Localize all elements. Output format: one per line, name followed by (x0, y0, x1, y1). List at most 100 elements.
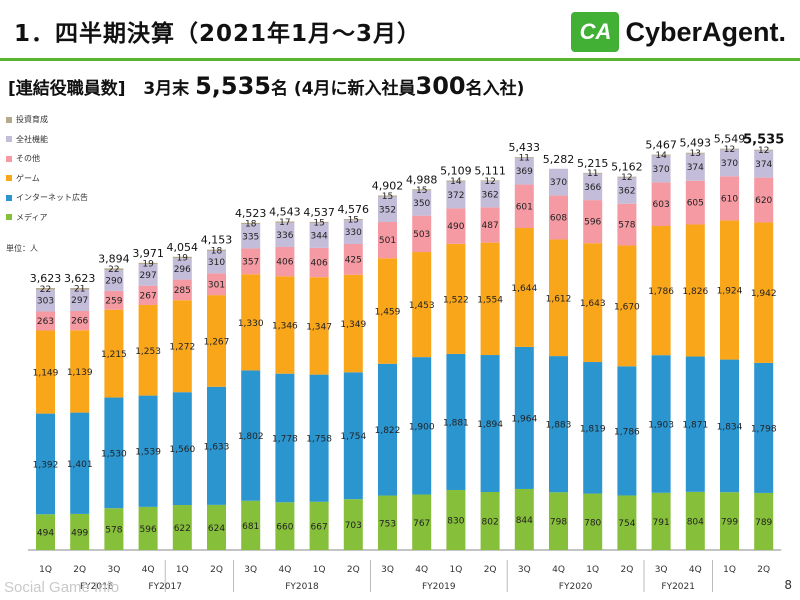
bar-segment (378, 222, 397, 259)
bar-segment (754, 150, 774, 178)
legend-item: その他 (6, 149, 88, 169)
bar-segment (378, 363, 397, 496)
data-label: 804 (687, 517, 704, 527)
legend-item: メディア (6, 208, 88, 228)
bar-segment (446, 489, 466, 550)
bar-segment (685, 491, 705, 550)
data-label: 601 (516, 202, 533, 212)
total-label: 4,523 (235, 207, 267, 220)
data-label: 11 (587, 169, 598, 179)
data-label: 780 (584, 518, 601, 528)
bar-segment (446, 353, 466, 490)
fiscal-year-label: FY2017 (148, 582, 182, 592)
data-label: 12 (724, 145, 735, 155)
bar-segment (36, 330, 55, 414)
data-label: 1,802 (238, 432, 264, 442)
x-tick-label: 3Q (244, 565, 257, 575)
data-label: 1,924 (717, 287, 743, 297)
data-label: 19 (142, 259, 154, 269)
bar-segment (617, 245, 637, 367)
data-label: 15 (382, 192, 393, 202)
chart-legend: 投資育成 全社機能 その他 ゲーム インターネット広告 メディア (6, 110, 88, 227)
x-tick-label: 3Q (518, 565, 531, 575)
fiscal-year-label: FY2018 (285, 582, 319, 592)
x-tick-label: 4Q (552, 565, 565, 575)
data-label: 336 (276, 231, 293, 241)
data-label: 1,554 (477, 295, 503, 305)
bar-segment (70, 289, 90, 311)
bar-segment (241, 248, 261, 275)
bar-segment (378, 495, 397, 550)
data-label: 266 (71, 317, 88, 327)
data-label: 1,267 (204, 337, 230, 347)
bar-segment (514, 228, 534, 347)
bar-segment (172, 279, 192, 301)
total-label: 3,971 (132, 247, 164, 260)
bar-segment (583, 172, 603, 174)
data-label: 350 (413, 199, 430, 209)
bar-segment (70, 412, 90, 514)
data-label: 14 (450, 177, 462, 187)
page-title: 1．四半期決算（2021年1月～3月） (14, 21, 422, 47)
bar-segment (343, 372, 363, 500)
bar-segment (138, 304, 158, 396)
data-label: 605 (687, 199, 704, 209)
bar-segment (651, 355, 671, 493)
headline-note-open: (4月に新入社員 (293, 79, 416, 99)
total-label: 4,988 (406, 173, 438, 186)
legend-item: 投資育成 (6, 110, 88, 130)
legend-item: インターネット広告 (6, 188, 88, 208)
data-label: 310 (208, 258, 225, 268)
data-label: 1,633 (204, 442, 230, 452)
data-label: 290 (105, 276, 122, 286)
x-tick-label: 2Q (347, 565, 360, 575)
total-label: 5,433 (509, 141, 541, 154)
data-label: 1,786 (614, 427, 640, 437)
data-label: 1,401 (67, 460, 93, 470)
bar-segment (583, 493, 603, 550)
bar-segment (36, 413, 55, 515)
data-label: 603 (653, 200, 670, 210)
bar-segment (309, 277, 329, 375)
headline-value: 5,535 (195, 72, 271, 100)
bar-segment (138, 264, 158, 286)
bar-segment (651, 492, 671, 550)
data-label: 1,539 (135, 448, 161, 458)
logo-text: CyberAgent. (625, 16, 786, 47)
bar-segment (720, 149, 739, 177)
data-label: 297 (71, 296, 88, 306)
data-label: 789 (755, 518, 772, 528)
data-label: 1,253 (135, 347, 161, 357)
fiscal-year-label: FY2020 (559, 582, 593, 592)
bar-segment (412, 252, 432, 358)
legend-item: ゲーム (6, 169, 88, 189)
bar-segment (549, 168, 568, 196)
data-label: 499 (71, 528, 88, 538)
x-tick-label: 1Q (586, 565, 599, 575)
bar-segment (446, 243, 466, 354)
data-label: 1,392 (33, 460, 59, 470)
bar-segment (446, 181, 466, 209)
bar-segment (378, 196, 397, 223)
data-label: 370 (653, 165, 670, 175)
data-label: 754 (618, 519, 635, 529)
bar-segment (343, 499, 363, 550)
data-label: 1,834 (717, 422, 743, 432)
total-label: 3,623 (64, 272, 96, 285)
data-label: 798 (550, 518, 567, 528)
data-label: 362 (618, 187, 635, 197)
bar-segment (138, 285, 158, 305)
data-label: 259 (105, 296, 122, 306)
total-label: 5,467 (645, 139, 677, 152)
bar-segment (36, 289, 55, 312)
data-label: 703 (345, 521, 362, 531)
bar-segment (70, 287, 90, 290)
x-tick-label: 2Q (757, 565, 770, 575)
bar-segment (754, 362, 774, 493)
bar-segment (207, 250, 226, 274)
x-tick-label: 2Q (73, 565, 86, 575)
legend-swatch (6, 175, 12, 182)
bar-segment (651, 226, 671, 356)
total-label: 5,549 (714, 133, 746, 146)
bar-segment (617, 176, 637, 178)
